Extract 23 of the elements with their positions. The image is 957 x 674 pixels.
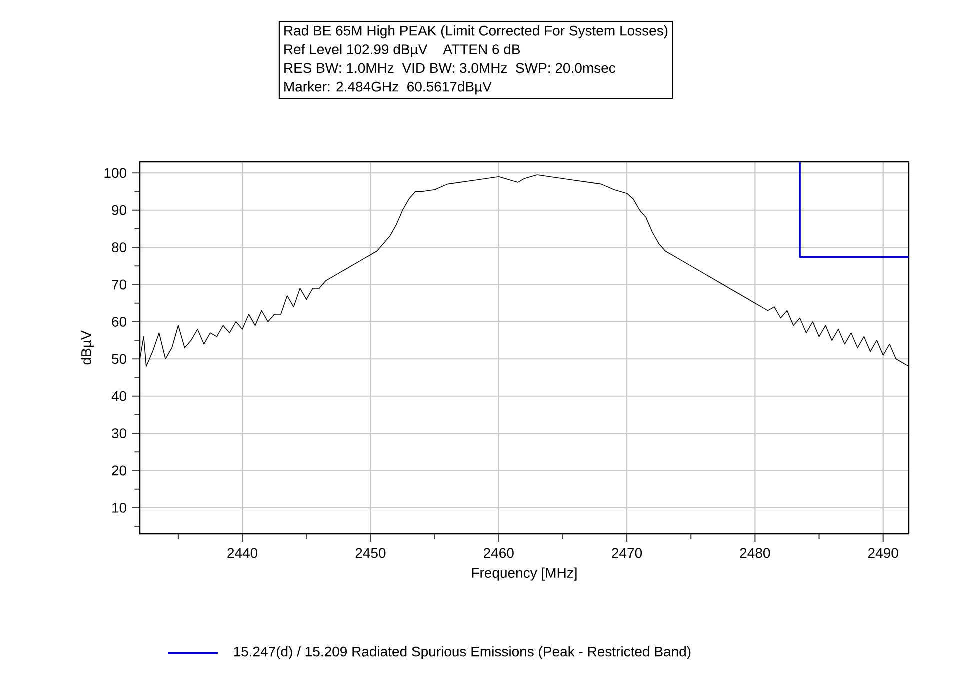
y-tick-label: 100 bbox=[104, 168, 127, 178]
x-axis-title: Frequency [MHz] bbox=[472, 568, 577, 581]
y-tick-label: 30 bbox=[112, 428, 127, 439]
y-tick-label: 50 bbox=[112, 354, 127, 364]
y-tick-label: 10 bbox=[112, 503, 127, 513]
y-tick-label: 20 bbox=[112, 466, 127, 476]
x-tick-label: 2460 bbox=[484, 548, 514, 558]
text: Marker: 2.484GHz 60.5617dBµV bbox=[284, 82, 492, 95]
text: RES BW: 1.0MHz VID BW: 3.0MHz SWP: 20.0msec bbox=[284, 63, 616, 74]
y-axis-title: dBµV bbox=[81, 330, 94, 365]
x-tick-label: 2480 bbox=[740, 548, 770, 558]
y-tick-label: 70 bbox=[112, 280, 127, 290]
y-tick-label: 80 bbox=[112, 242, 127, 253]
chart-title: Rad BE 65M High PEAK (Limit Corrected For System Losses) bbox=[284, 26, 668, 39]
x-tick-label: 2440 bbox=[228, 548, 258, 558]
text: Ref Level 102.99 dBµV ATTEN 6 dB bbox=[284, 44, 520, 58]
x-tick-label: 2450 bbox=[356, 548, 386, 558]
y-tick-label: 60 bbox=[112, 317, 127, 327]
x-tick-label: 2470 bbox=[612, 548, 642, 558]
legend-label: 15.247(d) / 15.209 Radiated Spurious Emissions (Peak - Restricted Band) bbox=[234, 646, 691, 660]
y-tick-label: 90 bbox=[112, 205, 127, 216]
x-tick-label: 2490 bbox=[868, 548, 898, 558]
y-tick-label: 40 bbox=[112, 391, 127, 402]
